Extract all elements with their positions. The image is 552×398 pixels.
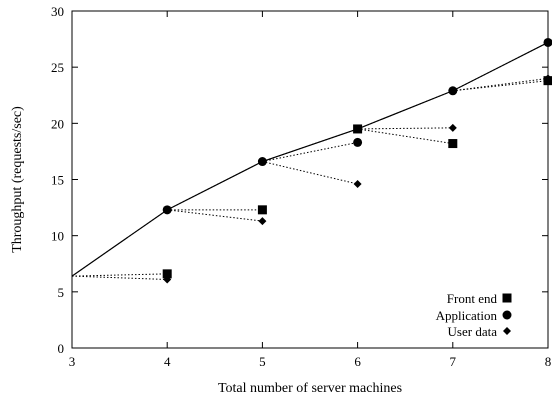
dotted-connector [452,77,549,92]
main-throughput-line [71,41,549,277]
dotted-connector [262,141,358,163]
y-tick-label: 30 [51,4,64,19]
dotted-connector [167,209,263,222]
y-tick-label: 5 [58,285,65,300]
legend-label-user-data: User data [448,324,498,339]
x-tick-label: 5 [259,354,266,369]
front-end-point [353,124,363,134]
plot-area: 3 4 5 6 7 8 0 5 10 15 20 25 30 Front end ApplicationUs… [51,4,552,369]
y-tick-label: 25 [51,60,64,75]
application-point [543,37,552,47]
application-point [448,86,458,96]
legend-marker-application [502,310,512,320]
user-data-point [163,275,172,284]
y-tick-label: 10 [51,229,64,244]
x-axis-label: Total number of server machines [218,381,402,396]
dotted-connector [71,273,168,277]
application-point [353,137,363,147]
y-axis-label: Throughput (requests/sec) [10,106,25,253]
x-tick-label: 8 [545,354,552,369]
dotted-connector [71,275,168,280]
legend-marker-front-end [502,293,512,303]
user-data-point [353,179,362,188]
user-data-point [258,217,267,226]
x-tick-label: 6 [354,354,361,369]
user-data-point [544,74,552,83]
y-tick-label: 15 [51,173,64,188]
user-data-point [448,123,457,132]
x-tick-label: 4 [164,354,171,369]
x-tick-label: 3 [69,354,76,369]
front-end-point [257,205,267,215]
y-tick-label: 0 [58,341,65,356]
front-end-point [162,269,172,279]
legend-marker-user-data [503,327,511,335]
legend-label-application: Application [436,308,498,323]
dotted-connector [357,128,453,145]
front-end-point [448,139,458,149]
dotted-connector [357,127,453,130]
legend-label-front-end: Front end [447,291,498,306]
x-tick-label: 7 [450,354,457,369]
dotted-connector [262,161,358,185]
application-point [162,205,172,215]
y-tick-label: 20 [51,116,64,131]
application-point [257,157,267,167]
